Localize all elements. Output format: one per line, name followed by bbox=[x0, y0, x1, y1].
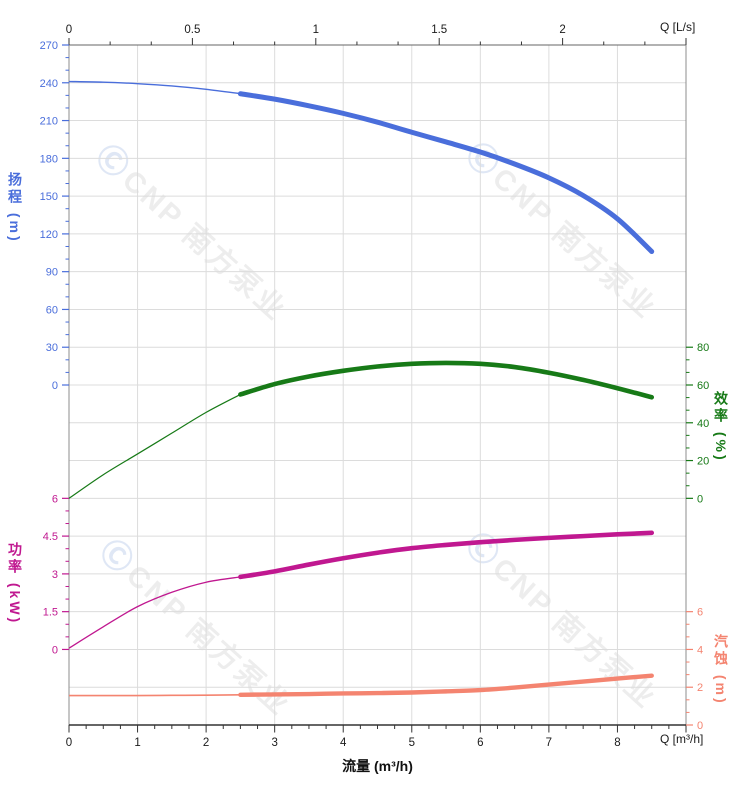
tick-label: 6 bbox=[52, 493, 58, 505]
tick-label: 4.5 bbox=[43, 531, 58, 543]
tick-label: 0 bbox=[52, 380, 58, 392]
tick-label: 2 bbox=[697, 682, 703, 694]
tick-label: 90 bbox=[46, 267, 58, 279]
tick-label: 40 bbox=[697, 418, 709, 430]
tick-label: 4 bbox=[697, 644, 703, 656]
head-axis-title: 扬程 (m) bbox=[7, 172, 23, 244]
tick-label: 8 bbox=[614, 737, 620, 749]
tick-label: 80 bbox=[697, 342, 709, 354]
curve-head bbox=[68, 80, 655, 255]
tick-label: 3 bbox=[52, 569, 58, 581]
tick-label: 0 bbox=[66, 737, 72, 749]
curve-efficiency bbox=[68, 360, 655, 499]
tick-label: 4 bbox=[340, 737, 347, 749]
tick-label: 60 bbox=[697, 380, 709, 392]
efficiency-axis-ticks: 80 60 40 20 0 bbox=[686, 342, 709, 505]
tick-label: 30 bbox=[46, 342, 58, 354]
tick-label: 0 bbox=[66, 24, 72, 36]
tick-label: 3 bbox=[271, 737, 277, 749]
gridlines bbox=[68, 44, 687, 726]
tick-label: 5 bbox=[409, 737, 415, 749]
tick-label: 0.5 bbox=[184, 24, 200, 36]
head-axis-ticks: 270 240 210 180 150 120 90 60 30 0 bbox=[40, 40, 69, 392]
tick-label: 0 bbox=[697, 720, 703, 732]
tick-label: 1.5 bbox=[431, 24, 447, 36]
tick-label: 150 bbox=[40, 191, 58, 203]
top-axis: 0 0.5 1 1.5 2 bbox=[66, 24, 687, 45]
tick-label: 6 bbox=[477, 737, 483, 749]
tick-label: 2 bbox=[203, 737, 209, 749]
bottom-axis-title: 流量 (m³/h) bbox=[342, 758, 413, 774]
tick-label: 240 bbox=[40, 78, 58, 90]
power-axis-ticks: 6 4.5 3 1.5 0 bbox=[43, 493, 69, 656]
bottom-axis: 0 1 2 3 4 5 6 7 8 bbox=[66, 725, 687, 749]
tick-label: 1 bbox=[134, 737, 140, 749]
curve-npsh bbox=[69, 673, 654, 697]
tick-label: 60 bbox=[46, 304, 58, 316]
tick-label: 180 bbox=[40, 153, 58, 165]
tick-label: 1.5 bbox=[43, 607, 58, 619]
tick-label: 6 bbox=[697, 607, 703, 619]
tick-label: 120 bbox=[40, 229, 58, 241]
tick-label: 2 bbox=[559, 24, 565, 36]
tick-label: 210 bbox=[40, 116, 58, 128]
tick-label: 1 bbox=[313, 24, 319, 36]
tick-label: 20 bbox=[697, 456, 709, 468]
tick-label: 0 bbox=[52, 644, 58, 656]
tick-label: 7 bbox=[546, 737, 552, 749]
npsh-axis-ticks: 6 4 2 0 bbox=[686, 607, 703, 732]
tick-label: 270 bbox=[40, 40, 58, 52]
top-axis-unit-label: Q [L/s] bbox=[660, 20, 696, 34]
power-axis-title: 功率 (kW) bbox=[7, 542, 23, 626]
tick-label: 0 bbox=[697, 493, 703, 505]
efficiency-axis-title: 效率 (%) bbox=[713, 391, 729, 463]
npsh-axis-title: 汽蚀 (m) bbox=[713, 634, 729, 706]
curve-power bbox=[68, 530, 655, 649]
bottom-axis-unit-label: Q [m³/h] bbox=[660, 732, 704, 746]
